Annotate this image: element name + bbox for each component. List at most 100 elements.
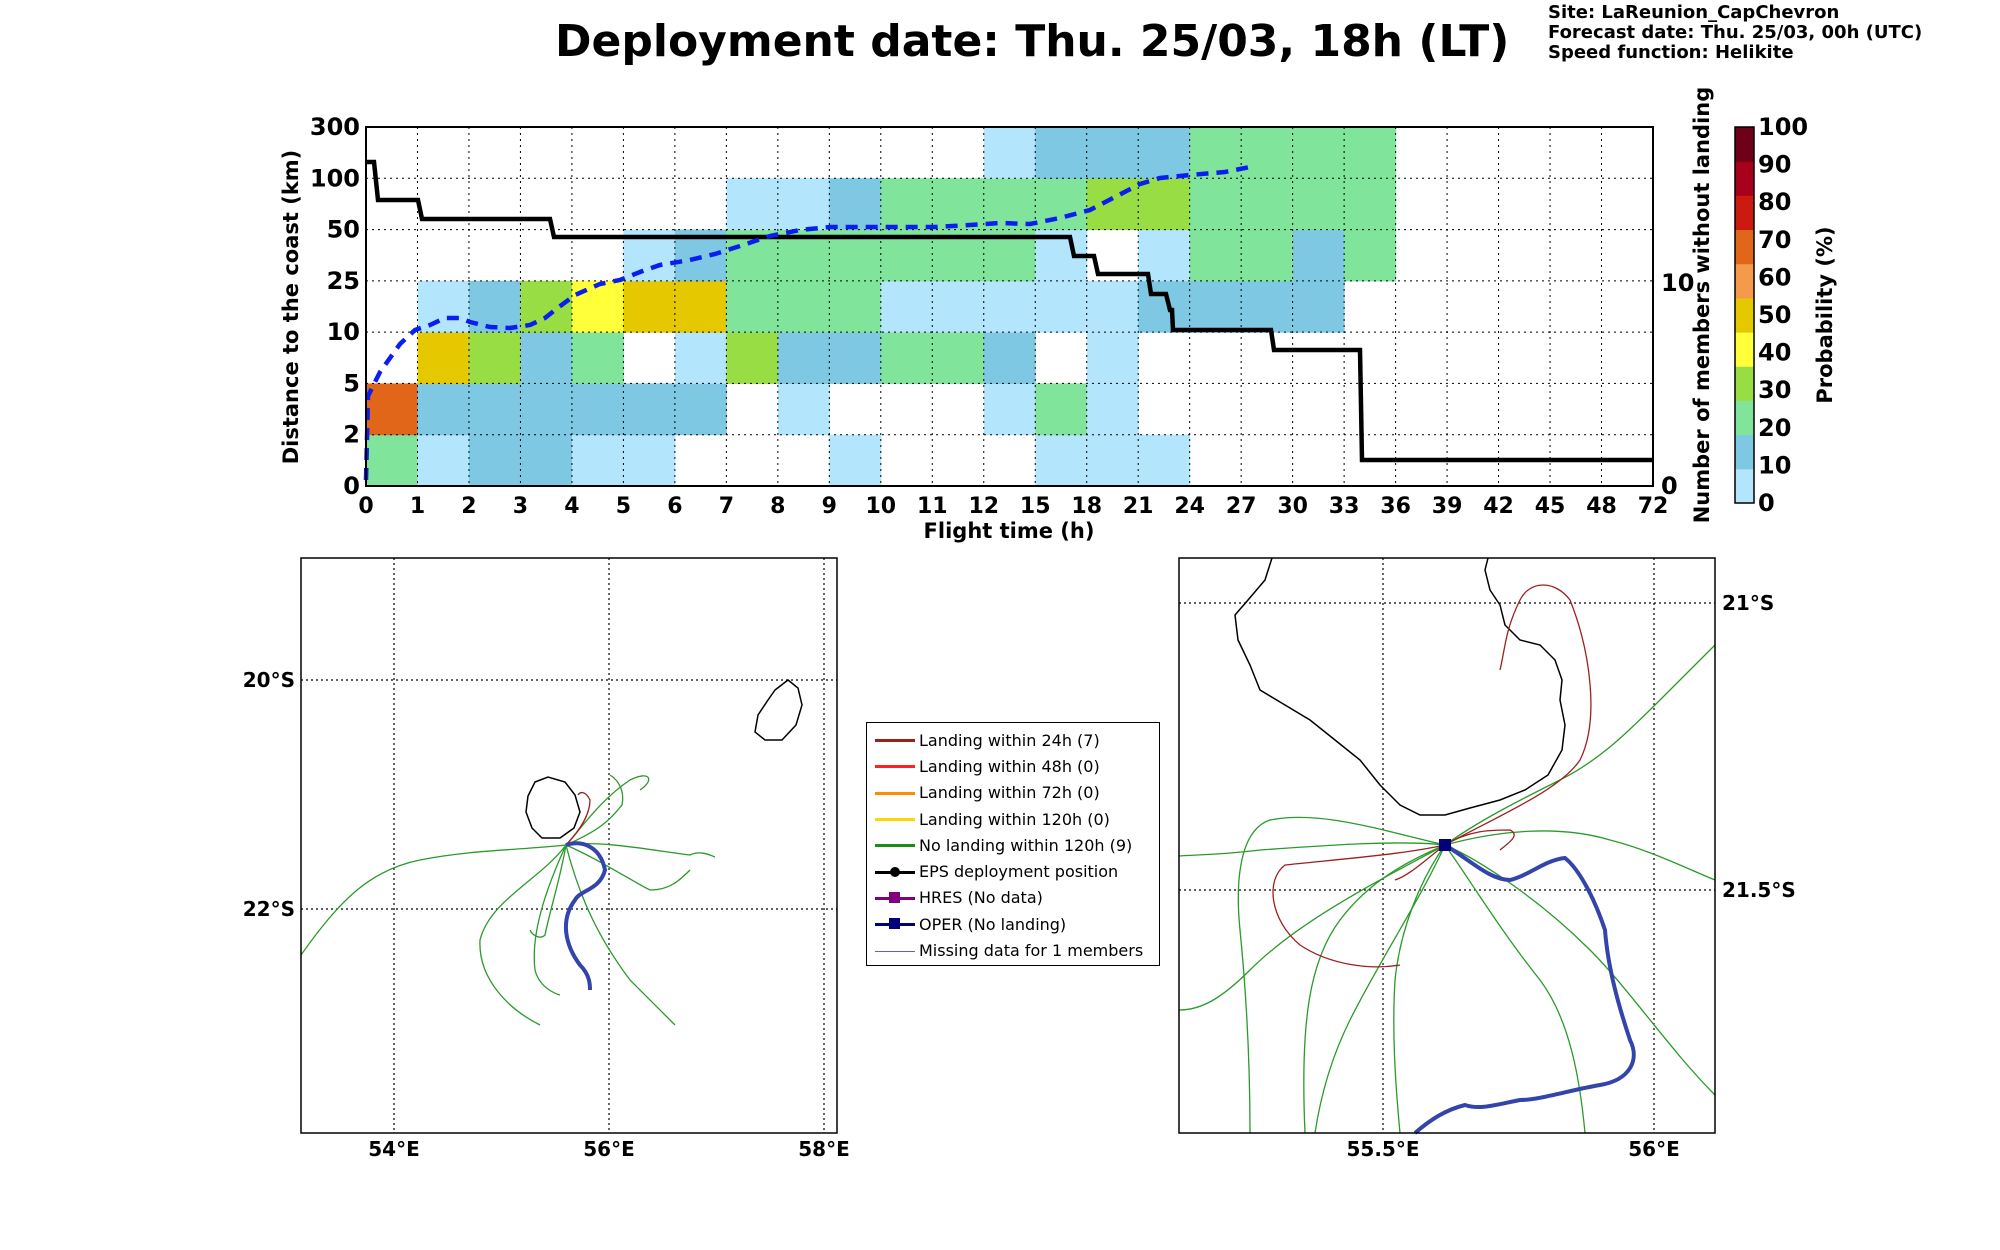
legend-item: Landing within 72h (0)	[871, 780, 1159, 806]
heatmap-cell	[1344, 229, 1397, 282]
colorbar-tick-label: 50	[1758, 301, 1791, 329]
colorbar-tick-label: 60	[1758, 263, 1791, 291]
heatmap-cells	[366, 127, 1397, 487]
eps-trajectories-zoom	[1178, 644, 1716, 1134]
x-axis-label: Flight time (h)	[924, 519, 1095, 543]
colorbar-segment	[1735, 400, 1754, 436]
x-tick-label: 1	[410, 494, 425, 519]
chart-title: Deployment date: Thu. 25/03, 18h (LT)	[555, 16, 1510, 67]
x-tick-label: 2	[461, 494, 476, 519]
forecast-date-label: Forecast date: Thu. 25/03, 00h (UTC)	[1548, 22, 1923, 43]
heatmap-cell	[623, 280, 727, 333]
heatmap-cell	[880, 332, 985, 384]
x-tick-label: 7	[719, 494, 734, 519]
legend-item: Landing within 48h (0)	[871, 753, 1159, 779]
line-swatch-icon	[871, 809, 919, 829]
colorbar-frame	[1734, 126, 1755, 504]
oper-trajectory-zoom	[1413, 843, 1636, 1135]
x-tick-label: 0	[358, 494, 373, 519]
legend-item: Missing data for 1 members	[871, 937, 1159, 963]
colorbar-segment	[1735, 161, 1754, 196]
map-tick-label: 21.5°S	[1722, 878, 1796, 902]
heatmap-cell	[1189, 229, 1294, 282]
zoom-map	[1178, 557, 1716, 1135]
y-tick-label: 2	[343, 421, 360, 449]
legend-item: HRES (No data)	[871, 885, 1159, 911]
colorbar-segment	[1735, 263, 1754, 299]
legend-item: Landing within 120h (0)	[871, 806, 1159, 832]
x-tick-label: 45	[1535, 494, 1566, 519]
map-tick-label: 21°S	[1722, 591, 1774, 615]
y2-axis-label: Number of members without landing	[1690, 87, 1714, 524]
oper-deployment-marker	[1439, 839, 1451, 851]
legend-label: Landing within 48h (0)	[919, 756, 1100, 776]
legend-label: Landing within 24h (7)	[919, 730, 1100, 750]
x-tick-label: 5	[616, 494, 631, 519]
legend-label: HRES (No data)	[919, 888, 1043, 908]
y-tick-label: 5	[343, 369, 360, 397]
legend-label: Landing within 120h (0)	[919, 809, 1110, 829]
x-tick-label: 10	[865, 494, 896, 519]
y-tick-label: 10	[327, 318, 360, 346]
heatmap-cell	[1035, 127, 1191, 179]
x-tick-label: 24	[1174, 494, 1205, 519]
median-distance-line	[363, 163, 1256, 481]
colorbar: 0 10 20 30 40 50 60 70 80 90 100	[1734, 113, 1808, 517]
heatmap-cell	[1189, 178, 1397, 231]
heatmap-cell	[726, 280, 882, 333]
colorbar-segment	[1735, 195, 1754, 231]
speed-function-label: Speed function: Helikite	[1548, 42, 1794, 63]
x-tick-label: 4	[564, 494, 579, 519]
heatmap-cell	[571, 332, 624, 384]
heatmap-cell	[983, 332, 1036, 384]
heatmap-cell	[983, 127, 1036, 179]
line-swatch-icon	[871, 730, 919, 750]
oper-trajectory	[563, 841, 608, 991]
heatmap-cell	[777, 383, 830, 436]
legend-item: Landing within 24h (7)	[871, 727, 1159, 753]
colorbar-segment	[1735, 366, 1754, 401]
regional-map-frame	[300, 557, 838, 1134]
colorbar-segment	[1735, 229, 1754, 265]
x-tick-label: 42	[1483, 494, 1514, 519]
heatmap-cell	[829, 434, 882, 487]
line-swatch-icon	[871, 835, 919, 855]
x-tick-labels: 0 1 2 3 4 5 6 7 8 9 10 11 12 15 18 21 24 27 30 33 36 39 42 45 48…	[358, 494, 1668, 519]
map-tick-label: 56°E	[583, 1137, 635, 1161]
legend-item: OPER (No landing)	[871, 911, 1159, 937]
colorbar-tick-label: 90	[1758, 151, 1791, 179]
heatmap-cell	[468, 332, 521, 384]
heatmap-frame	[365, 126, 1654, 487]
line-swatch-icon	[871, 756, 919, 776]
heatmap-cell	[674, 332, 727, 384]
y-axis-label: Distance to the coast (km)	[279, 150, 303, 465]
dot-marker-icon	[871, 862, 919, 882]
y-tick-label: 0	[343, 472, 360, 500]
colorbar-tick-label: 0	[1758, 489, 1775, 517]
heatmap-cell	[880, 178, 1088, 231]
x-tick-label: 11	[917, 494, 948, 519]
heatmap-cell	[417, 434, 470, 487]
heatmap-cell	[417, 332, 470, 384]
heatmap-grid	[366, 127, 1653, 486]
x-tick-label: 39	[1432, 494, 1463, 519]
legend-label: Landing within 72h (0)	[919, 783, 1100, 803]
heatmap-cell	[1292, 229, 1345, 282]
colorbar-segment	[1735, 127, 1754, 162]
heatmap-cell	[726, 178, 830, 231]
colorbar-tick-label: 70	[1758, 226, 1791, 254]
probability-heatmap: 0 1 2 3 4 5 6 7 8 9 10 11 12 15 18 21 24 27 30 33 36 39 42 45 48…	[279, 87, 1837, 543]
y2-tick-label: 0	[1661, 472, 1678, 500]
legend-label: Missing data for 1 members	[919, 941, 1144, 961]
x-tick-label: 30	[1277, 494, 1308, 519]
map-tick-label: 55.5°E	[1346, 1137, 1419, 1161]
eps-trajectories	[300, 774, 716, 1026]
x-tick-label: 6	[667, 494, 682, 519]
x-tick-label: 21	[1123, 494, 1154, 519]
map-tick-label: 22°S	[243, 897, 295, 921]
line-swatch-icon	[871, 941, 919, 961]
map-tick-label: 58°E	[798, 1137, 850, 1161]
x-tick-label: 27	[1226, 494, 1257, 519]
heatmap-cell	[983, 383, 1036, 436]
